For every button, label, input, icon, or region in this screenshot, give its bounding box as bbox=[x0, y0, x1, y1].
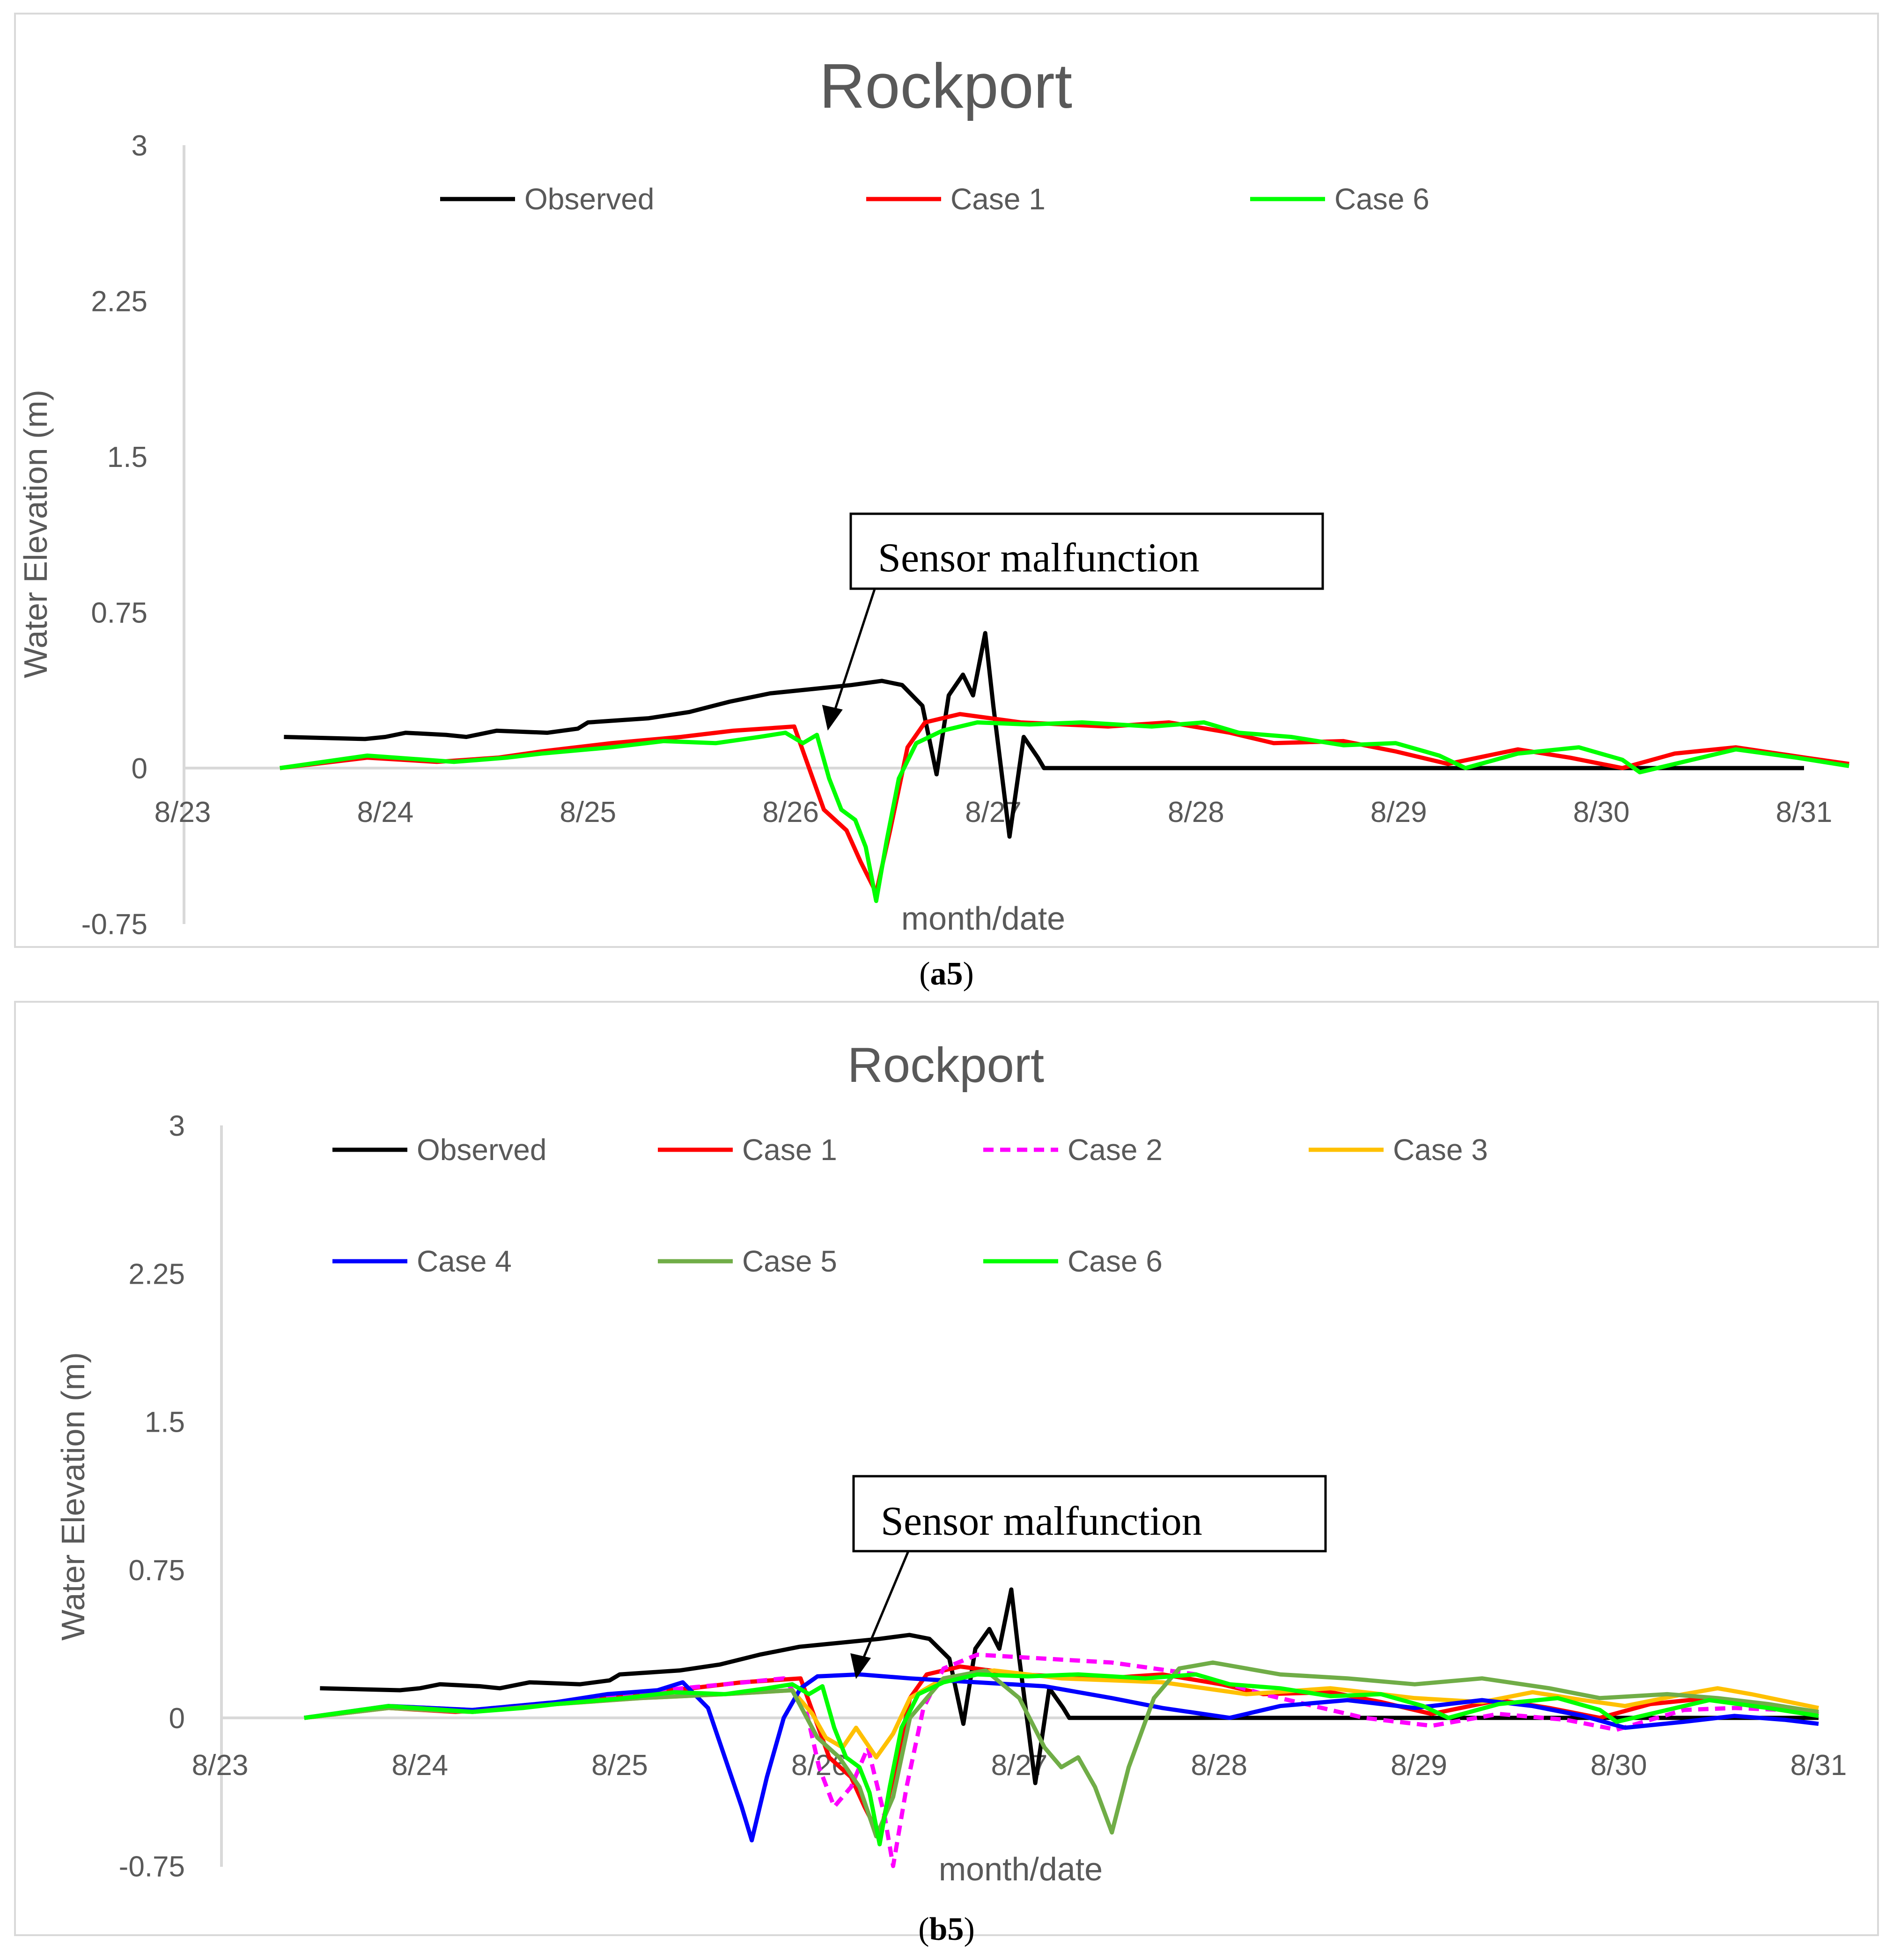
x-tick-label-b5-2: 8/25 bbox=[591, 1749, 648, 1782]
x-tick-label-b5-1: 8/24 bbox=[391, 1749, 448, 1782]
annotation-text-a5: Sensor malfunction bbox=[878, 535, 1200, 581]
y-tick-label-a5-3: 0.75 bbox=[91, 597, 147, 629]
y-tick-label-b5-0: 3 bbox=[169, 1110, 185, 1142]
x-tick-label-a5-8: 8/31 bbox=[1776, 796, 1833, 828]
chart-title-a5: Rockport bbox=[819, 51, 1072, 121]
legend-label-b5-case-3: Case 3 bbox=[1393, 1133, 1488, 1167]
annotation-box-a5 bbox=[849, 512, 1324, 590]
legend-label-b5-observed: Observed bbox=[417, 1133, 546, 1167]
y-tick-label-a5-1: 2.25 bbox=[91, 286, 147, 318]
y-tick-label-b5-3: 0.75 bbox=[128, 1554, 185, 1587]
annotation-arrow-line-a5 bbox=[833, 589, 876, 712]
y-axis-title-a5: Water Elevation (m) bbox=[17, 390, 54, 678]
x-tick-label-a5-3: 8/26 bbox=[762, 796, 819, 828]
caption-b5: (b5) bbox=[918, 1911, 975, 1947]
series-line-a5-case-6 bbox=[280, 720, 1849, 903]
y-tick-label-a5-4: 0 bbox=[132, 753, 147, 785]
caption-a5: (a5) bbox=[919, 956, 974, 992]
series-line-a5-case-1 bbox=[280, 712, 1849, 895]
legend-label-b5-case-6: Case 6 bbox=[1068, 1244, 1163, 1278]
y-tick-label-b5-2: 1.5 bbox=[145, 1406, 185, 1439]
caption-b5-label: b5 bbox=[929, 1911, 964, 1947]
series-line-b5-case-4 bbox=[304, 1672, 1819, 1842]
x-tick-label-b5-6: 8/29 bbox=[1391, 1749, 1447, 1782]
annotation-text-b5: Sensor malfunction bbox=[881, 1499, 1202, 1544]
x-tick-label-a5-5: 8/28 bbox=[1168, 796, 1224, 828]
annotation-arrowhead-a5 bbox=[822, 705, 843, 731]
y-tick-label-a5-5: -0.75 bbox=[81, 909, 147, 941]
x-tick-label-a5-2: 8/25 bbox=[560, 796, 616, 828]
x-tick-label-a5-1: 8/24 bbox=[357, 796, 414, 828]
legend-label-b5-case-5: Case 5 bbox=[742, 1244, 837, 1278]
x-axis-title-a5: month/date bbox=[901, 900, 1065, 937]
y-tick-label-a5-2: 1.5 bbox=[107, 441, 147, 473]
series-line-b5-case-5 bbox=[304, 1660, 1819, 1839]
x-tick-label-a5-0: 8/23 bbox=[155, 796, 211, 828]
series-line-b5-case-2 bbox=[304, 1652, 1819, 1868]
chart-panel-b5 bbox=[14, 1001, 1879, 1936]
series-line-b5-observed bbox=[320, 1587, 1819, 1785]
series-line-b5-case-6 bbox=[304, 1672, 1819, 1847]
annotation-arrowhead-b5 bbox=[850, 1653, 871, 1679]
annotation-box-b5 bbox=[852, 1475, 1327, 1553]
chart-title-b5: Rockport bbox=[847, 1038, 1044, 1093]
x-tick-label-b5-5: 8/28 bbox=[1191, 1749, 1247, 1782]
legend-label-a5-case-6: Case 6 bbox=[1334, 182, 1429, 216]
caption-a5-label: a5 bbox=[930, 956, 963, 992]
legend-label-b5-case-2: Case 2 bbox=[1068, 1133, 1163, 1167]
legend-label-a5-observed: Observed bbox=[524, 182, 654, 216]
y-tick-label-a5-0: 3 bbox=[132, 130, 147, 162]
series-line-a5-observed bbox=[284, 631, 1804, 839]
chart-panel-a5 bbox=[14, 13, 1879, 948]
y-tick-label-b5-4: 0 bbox=[169, 1702, 185, 1735]
y-tick-label-b5-1: 2.25 bbox=[128, 1258, 185, 1290]
x-axis-title-b5: month/date bbox=[939, 1851, 1103, 1887]
x-tick-label-b5-0: 8/23 bbox=[192, 1749, 249, 1782]
x-tick-label-a5-6: 8/29 bbox=[1370, 796, 1427, 828]
y-axis-title-b5: Water Elevation (m) bbox=[55, 1352, 91, 1641]
legend-label-a5-case-1: Case 1 bbox=[950, 182, 1046, 216]
annotation-arrow-line-b5 bbox=[861, 1551, 910, 1661]
legend-label-b5-case-4: Case 4 bbox=[417, 1244, 512, 1278]
x-tick-label-b5-7: 8/30 bbox=[1591, 1749, 1647, 1782]
x-tick-label-a5-7: 8/30 bbox=[1573, 796, 1630, 828]
y-tick-label-b5-5: -0.75 bbox=[119, 1850, 185, 1883]
legend-label-b5-case-1: Case 1 bbox=[742, 1133, 837, 1167]
x-tick-label-b5-8: 8/31 bbox=[1790, 1749, 1847, 1782]
